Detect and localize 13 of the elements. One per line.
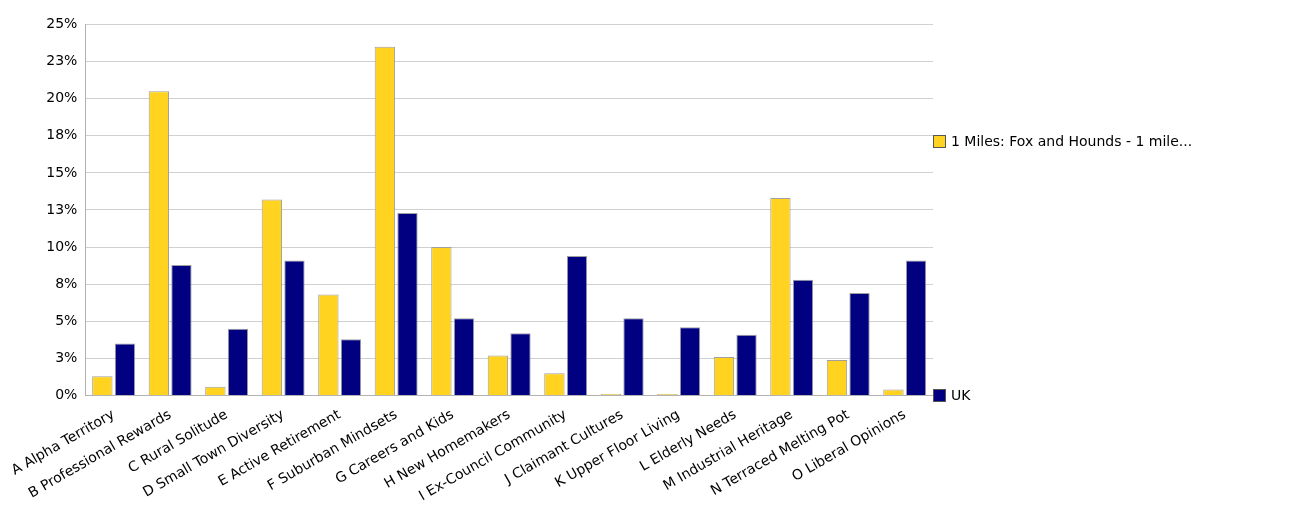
y-tick-label: 3% [55,349,78,366]
y-tick-label: 5% [55,311,78,328]
y-tick-label: 20% [46,89,78,106]
y-tick-label: 0% [55,386,78,403]
y-tick-label: 18% [46,126,78,143]
y-tick-label: 23% [46,52,78,69]
legend-label: UK [951,387,971,403]
y-tick-label: 15% [46,163,78,180]
legend-label: 1 Miles: Fox and Hounds - 1 mile... [951,133,1193,149]
y-tick-label: 8% [55,274,78,291]
y-tick-label: 13% [46,200,78,217]
y-tick-label: 25% [46,15,78,32]
y-tick-label: 10% [46,237,78,254]
